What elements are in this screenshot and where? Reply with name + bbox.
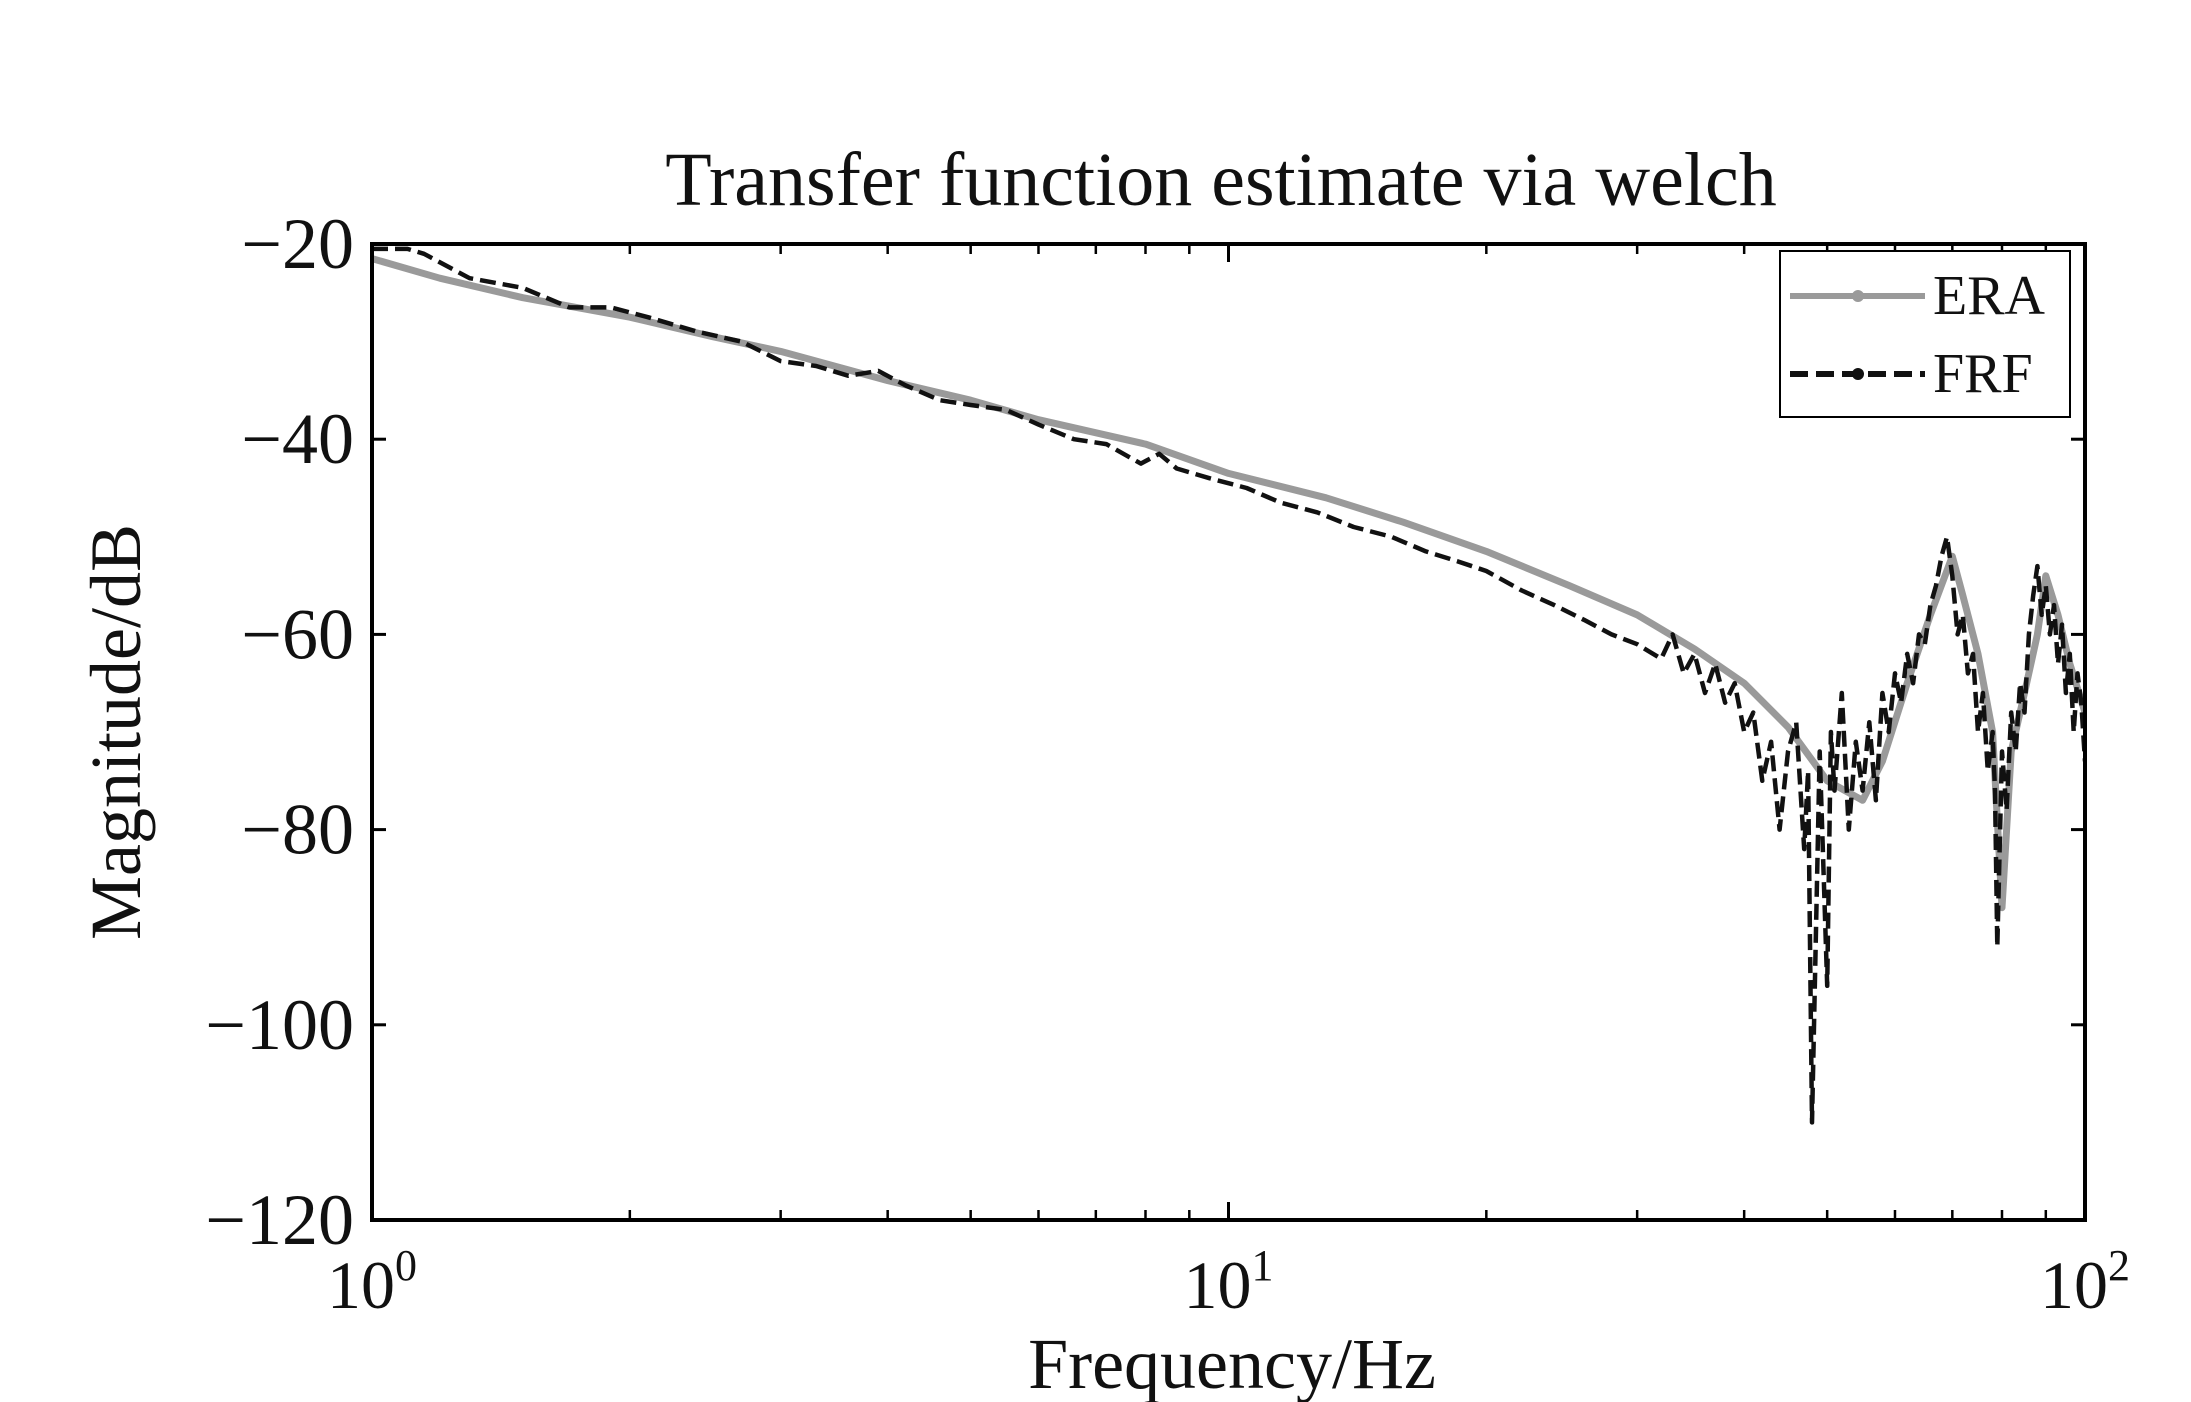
x-axis-label: Frequency/Hz: [1028, 1324, 1436, 1402]
legend: ERA FRF: [1779, 250, 2071, 418]
x-tick-label: 101: [1184, 1241, 1274, 1323]
series-line-frf: [372, 246, 2085, 1125]
y-tick-label: −80: [241, 790, 354, 870]
y-tick-label: −20: [241, 204, 354, 284]
y-tick-label: −60: [241, 594, 354, 674]
legend-box: [1779, 250, 2071, 418]
legend-era-label: ERA: [1933, 265, 2046, 327]
series-layer: [372, 246, 2085, 1125]
y-tick-label: −100: [205, 985, 354, 1065]
legend-frf-marker: [1852, 368, 1864, 380]
x-tick-label: 100: [327, 1241, 417, 1323]
legend-era-marker: [1852, 290, 1864, 302]
legend-frf-label: FRF: [1933, 343, 2033, 405]
y-axis-label: Magnitude/dB: [76, 524, 156, 940]
y-tick-label: −40: [241, 399, 354, 479]
chart-title: Transfer function estimate via welch: [665, 138, 1777, 222]
y-tick-label: −120: [205, 1180, 354, 1260]
x-tick-label: 102: [2040, 1241, 2130, 1323]
